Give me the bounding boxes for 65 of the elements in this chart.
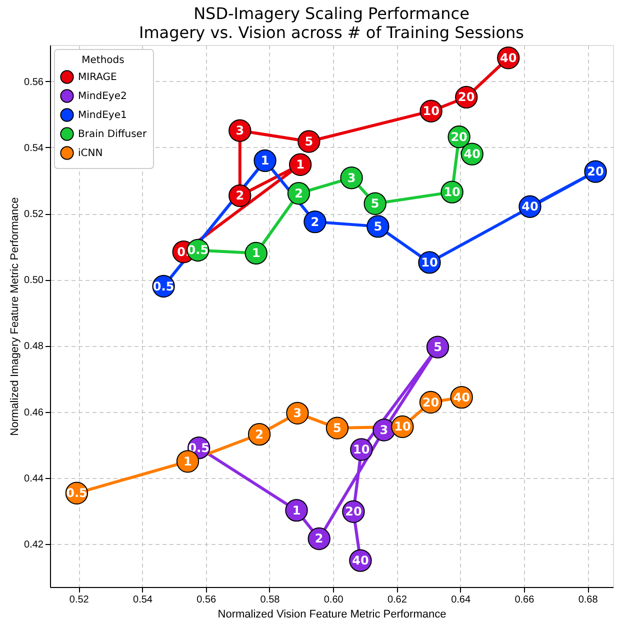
annotation: 10 <box>394 420 411 434</box>
annotation: 3 <box>380 423 388 438</box>
annotation: 1 <box>296 158 305 172</box>
annotation: 3 <box>293 406 302 420</box>
annotation: 0.5 <box>152 279 174 294</box>
annotation: 0.5 <box>188 440 210 455</box>
annotation: 1 <box>260 154 270 168</box>
annotation: 5 <box>304 134 314 148</box>
y-tick-label: 0.46 <box>24 407 44 418</box>
annotation: 20 <box>587 164 604 179</box>
x-tick-label: 0.52 <box>69 594 90 606</box>
x-tick-label: 0.62 <box>387 594 408 606</box>
legend-label: MindEye1 <box>78 110 127 121</box>
annotation: 20 <box>422 395 440 410</box>
chart-title: NSD-Imagery Scaling Performance <box>194 4 470 23</box>
annotation: 40 <box>453 390 470 404</box>
annotation: 20 <box>345 504 362 519</box>
chart-subtitle: Imagery vs. Vision across # of Training Sessions <box>138 23 524 42</box>
y-tick-label: 0.50 <box>24 275 44 286</box>
annotation: 20 <box>458 90 475 104</box>
legend-title: Methods <box>82 55 124 66</box>
y-tick-label: 0.42 <box>24 540 44 551</box>
legend-label: MIRAGE <box>78 72 117 83</box>
y-tick-label: 0.56 <box>24 76 44 88</box>
annotation: 10 <box>421 255 438 270</box>
y-axis-title: Normalized Imagery Feature Metric Performance <box>9 197 22 436</box>
legend-label: MindEye2 <box>78 91 127 102</box>
annotation: 10 <box>444 185 460 200</box>
annotation: 1 <box>184 454 192 468</box>
legend-label: iCNN <box>78 148 103 159</box>
annotation: 10 <box>353 442 370 457</box>
y-tick-label: 0.54 <box>24 142 44 154</box>
annotation: 2 <box>236 188 244 203</box>
x-tick-label: 0.68 <box>578 594 598 606</box>
legend-label: Brain Diffuser <box>78 129 148 140</box>
annotation: 40 <box>500 50 517 65</box>
annotation: 5 <box>333 421 342 436</box>
annotation: 40 <box>352 554 369 568</box>
x-tick-label: 0.64 <box>451 594 471 606</box>
annotation: 0.5 <box>66 486 88 500</box>
x-tick-label: 0.58 <box>260 594 280 606</box>
annotation: 1 <box>292 503 301 518</box>
x-tick-label: 0.66 <box>514 594 535 606</box>
y-tick-label: 0.44 <box>24 473 44 484</box>
x-tick-label: 0.54 <box>133 594 153 606</box>
annotation: 2 <box>294 186 303 200</box>
annotation: 5 <box>374 219 382 234</box>
annotation: 0.5 <box>187 243 209 258</box>
annotation: 40 <box>464 147 480 162</box>
annotation: 2 <box>255 427 264 442</box>
annotation: 3 <box>236 124 244 138</box>
annotation: 5 <box>434 340 442 354</box>
annotation: 20 <box>450 130 468 144</box>
annotation: 3 <box>347 170 356 185</box>
annotation: 1 <box>252 246 260 260</box>
y-tick-label: 0.52 <box>24 209 44 220</box>
x-tick-label: 0.56 <box>196 594 217 606</box>
annotation: 40 <box>522 200 538 214</box>
annotation: 2 <box>314 532 324 546</box>
annotation: 10 <box>422 104 440 118</box>
y-tick-label: 0.48 <box>24 341 44 352</box>
x-axis-title: Normalized Vision Feature Metric Performance <box>218 608 446 620</box>
x-tick-label: 0.60 <box>324 594 344 606</box>
annotation: 2 <box>310 214 320 229</box>
annotation: 5 <box>370 196 380 211</box>
